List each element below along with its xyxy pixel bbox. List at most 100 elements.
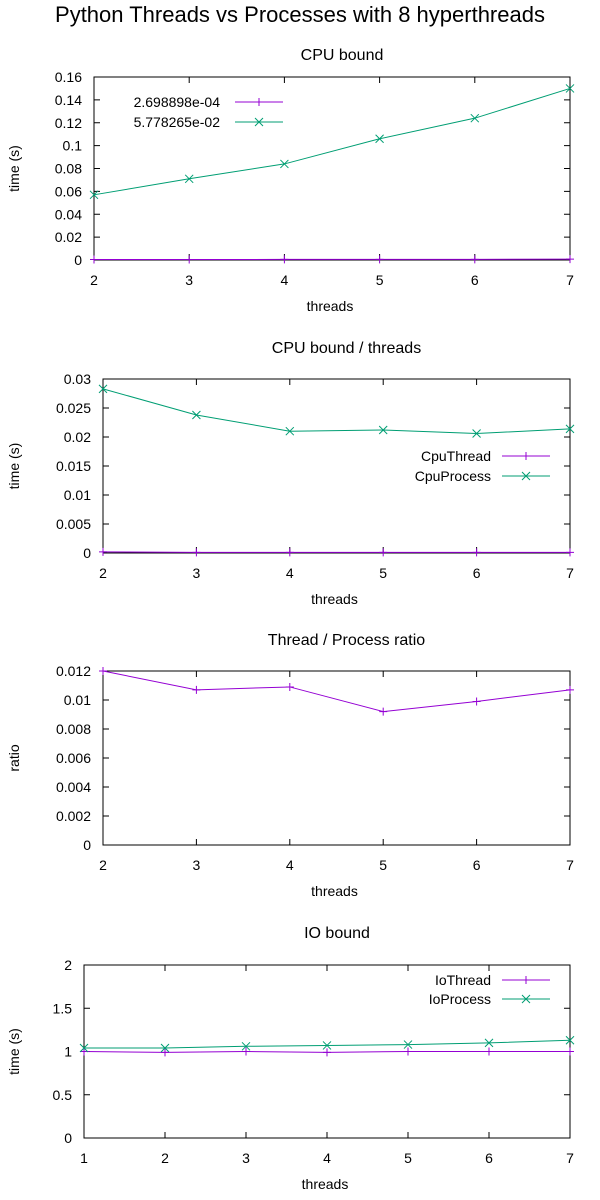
data-point (241, 1041, 251, 1051)
data-point (375, 255, 384, 264)
chart-title: CPU bound (301, 47, 384, 64)
x-tick-label: 3 (193, 565, 201, 581)
y-tick-label: 0.015 (56, 458, 91, 474)
legend-label: CpuThread (421, 448, 491, 464)
y-tick-label: 0.06 (55, 183, 82, 199)
x-tick-label: 6 (473, 857, 481, 873)
y-tick-label: 0.012 (56, 663, 91, 679)
y-tick-label: 0.004 (56, 779, 91, 795)
y-tick-label: 0.03 (64, 371, 91, 387)
y-axis-label: time (s) (6, 1028, 22, 1075)
y-tick-label: 0.008 (56, 721, 91, 737)
x-tick-label: 3 (242, 1150, 250, 1166)
y-tick-label: 0.16 (55, 69, 82, 85)
data-point (470, 255, 479, 264)
x-tick-label: 3 (193, 857, 201, 873)
chart-title: CPU bound / threads (272, 340, 421, 357)
x-tick-label: 6 (471, 272, 479, 288)
x-tick-label: 7 (566, 857, 574, 873)
legend-marker (522, 976, 530, 984)
y-tick-label: 0.002 (56, 808, 91, 824)
data-point (185, 255, 194, 264)
page-title: Python Threads vs Processes with 8 hyper… (55, 2, 545, 27)
legend-marker (522, 452, 530, 460)
y-tick-label: 2 (64, 957, 72, 973)
x-tick-label: 5 (404, 1150, 412, 1166)
series-5-778265e-02 (89, 84, 575, 200)
legend-label: IoProcess (429, 991, 491, 1007)
data-point (192, 685, 201, 694)
plot-frame (102, 670, 571, 846)
data-point (280, 159, 289, 169)
data-point (565, 84, 575, 93)
data-point (160, 1043, 170, 1053)
y-axis-label: ratio (6, 744, 22, 771)
y-axis-label: time (s) (6, 145, 22, 192)
x-tick-label: 7 (566, 1150, 574, 1166)
series-line (84, 1039, 571, 1049)
data-point (99, 547, 107, 556)
cpu-bound-per-thread-chart: CPU bound / threads 0 0.005 0.01 0.015 0.02 0.… (6, 340, 575, 607)
x-tick-label: 5 (379, 565, 387, 581)
y-tick-label: 0 (83, 837, 91, 853)
x-axis-label: threads (307, 298, 354, 314)
x-axis-label: threads (302, 1176, 349, 1192)
data-point (565, 424, 575, 434)
data-point (79, 1043, 89, 1053)
data-point (161, 1048, 169, 1057)
data-point (184, 174, 194, 184)
data-point (566, 685, 574, 694)
data-point (378, 425, 388, 435)
legend-marker (521, 471, 531, 481)
legend-label: 5.778265e-02 (134, 114, 221, 130)
io-bound-chart: IO bound 0 0.5 1 1.5 2 1 2 3 4 5 6 7 threads time (s) I… (6, 925, 575, 1192)
plot-frame (93, 76, 571, 261)
cpu-bound-chart: CPU bound 0 0.02 0.04 0.06 0.08 0.1 0.12 0.14 0.1… (6, 47, 575, 314)
data-point (470, 113, 480, 123)
data-point (285, 682, 294, 691)
y-tick-label: 0.04 (55, 206, 82, 222)
data-point (98, 384, 108, 394)
legend-marker (255, 98, 263, 106)
legend-marker (521, 994, 531, 1004)
data-point (323, 1048, 331, 1057)
series-line (102, 388, 571, 435)
y-tick-label: 0 (64, 1130, 72, 1146)
series-line (102, 551, 570, 553)
legend-label: 2.698898e-04 (134, 94, 221, 110)
x-tick-label: 7 (566, 272, 574, 288)
x-tick-label: 2 (161, 1150, 169, 1166)
data-point (403, 1040, 413, 1049)
data-point (375, 134, 384, 144)
x-tick-label: 5 (379, 857, 387, 873)
x-axis-label: threads (311, 883, 358, 899)
data-point (80, 1047, 88, 1056)
data-point (192, 410, 201, 420)
x-axis-label: threads (311, 591, 358, 607)
series-ratio (99, 667, 574, 716)
y-axis-label: time (s) (6, 443, 22, 490)
data-point (285, 548, 294, 557)
y-tick-label: 0.5 (53, 1087, 73, 1103)
chart-title: Thread / Process ratio (268, 632, 426, 649)
chart-title: IO bound (304, 925, 370, 942)
data-point (242, 1047, 250, 1056)
legend-label: IoThread (435, 972, 491, 988)
thread-process-ratio-chart: Thread / Process ratio 0 0.002 0.004 0.006 0.… (6, 632, 574, 899)
data-point (566, 1047, 574, 1056)
data-point (192, 548, 201, 557)
x-tick-label: 5 (376, 272, 384, 288)
y-tick-label: 0.01 (64, 487, 91, 503)
data-point (484, 1038, 494, 1048)
series-cpuprocess (98, 384, 575, 438)
x-tick-label: 7 (566, 565, 574, 581)
legend-label: CpuProcess (415, 468, 491, 484)
x-tick-label: 3 (185, 272, 193, 288)
y-tick-label: 0.1 (63, 138, 83, 154)
x-tick-label: 6 (473, 565, 481, 581)
y-tick-label: 0.14 (55, 92, 82, 108)
y-tick-label: 0.08 (55, 161, 82, 177)
x-tick-label: 4 (281, 272, 289, 288)
series-iothread (80, 1047, 574, 1057)
x-tick-label: 4 (323, 1150, 331, 1166)
